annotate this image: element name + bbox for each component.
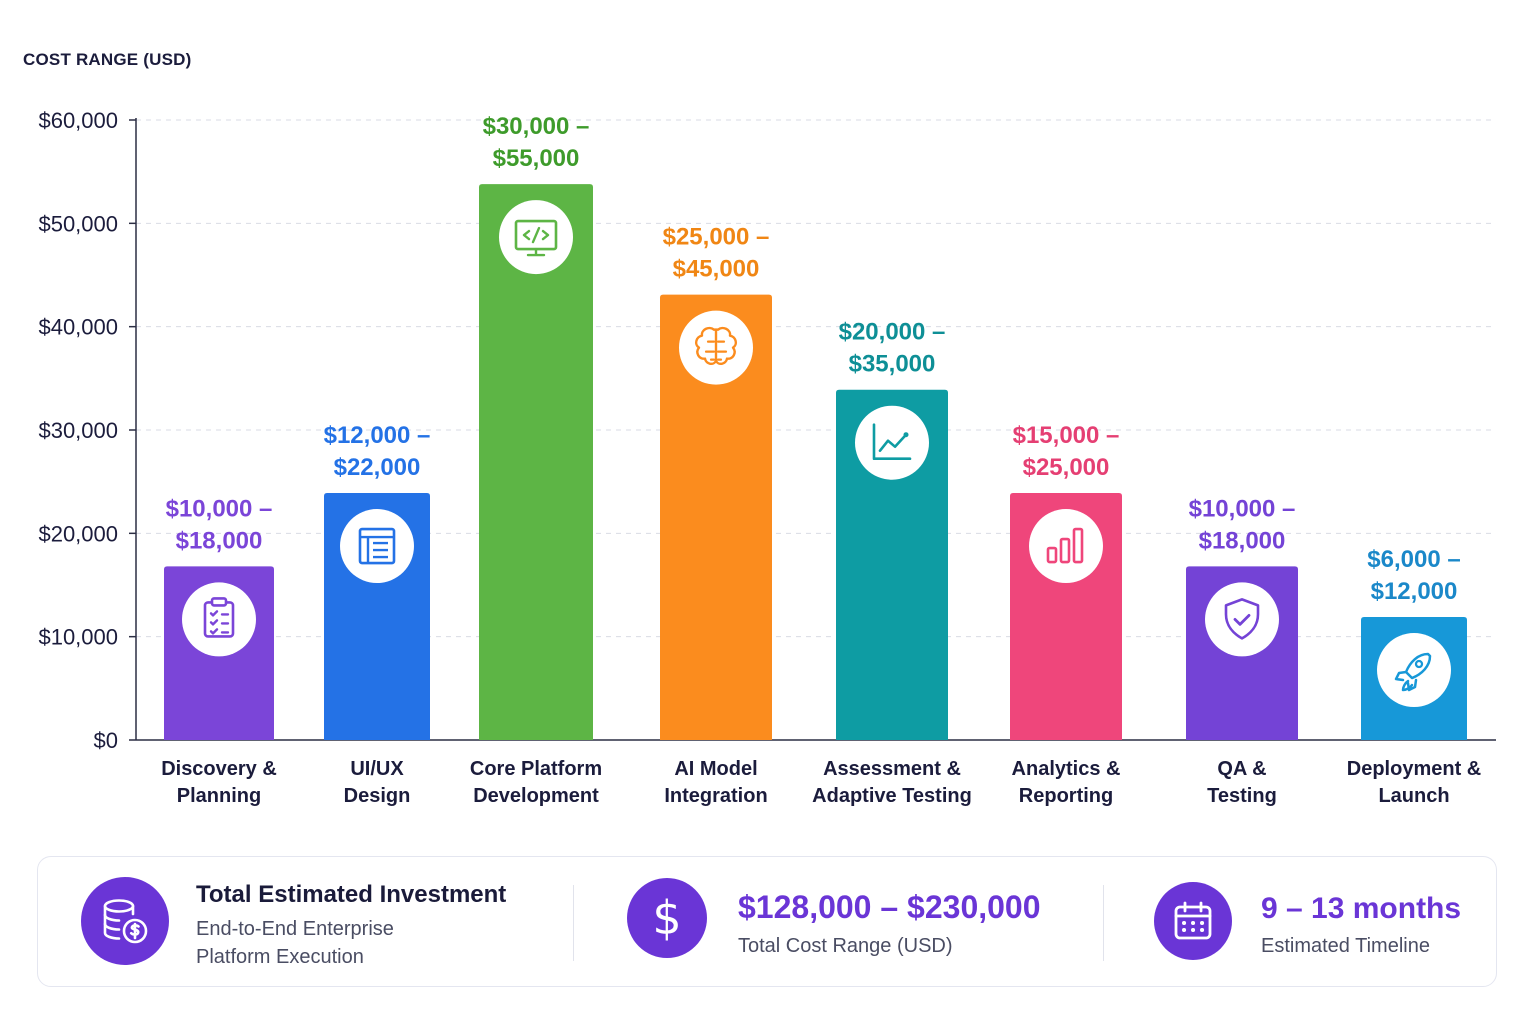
x-category-label: Testing [1207, 785, 1277, 807]
x-category-label: Planning [177, 785, 261, 807]
bar-range-label: $55,000 [493, 145, 580, 172]
timeline-caption: Estimated Timeline [1261, 935, 1430, 957]
total-cost-range: $128,000 – $230,000 [738, 889, 1041, 925]
bar-range-label: $30,000 – [483, 113, 590, 140]
bar-range-label: $20,000 – [839, 319, 946, 346]
x-category-label: UI/UX [350, 758, 404, 780]
shield-check-icon [1205, 582, 1279, 657]
x-category-label: Assessment & [823, 758, 961, 780]
bar-range-label: $12,000 [1371, 578, 1458, 605]
line-chart-icon [855, 405, 929, 480]
rocket-icon [1377, 633, 1451, 708]
x-category-label: Adaptive Testing [812, 785, 972, 807]
coins-dollar-icon [81, 877, 169, 965]
bar-range-label: $10,000 – [1189, 495, 1296, 522]
clipboard-checklist-icon [182, 582, 256, 657]
bar-range-label: $12,000 – [324, 422, 431, 449]
x-category-label: Discovery & [161, 758, 277, 780]
y-tick-label: $40,000 [38, 315, 118, 340]
x-category-label: AI Model [674, 758, 757, 780]
investment-title: Total Estimated Investment [196, 881, 507, 908]
x-category-label: Deployment & [1347, 758, 1481, 780]
bar-range-label: $10,000 – [166, 495, 273, 522]
y-tick-label: $20,000 [38, 521, 118, 546]
dollar-icon: $ [627, 878, 707, 958]
x-category-label: Analytics & [1012, 758, 1121, 780]
bar-range-label: $45,000 [673, 256, 760, 283]
investment-subtitle-line-2: Platform Execution [196, 946, 364, 968]
bar[interactable] [479, 184, 593, 741]
bar-range-label: $6,000 – [1367, 546, 1460, 573]
x-category-label: Design [344, 785, 411, 807]
bar[interactable] [660, 294, 772, 740]
bar-range-label: $35,000 [849, 351, 936, 378]
y-axis-title: COST RANGE (USD) [23, 50, 192, 69]
x-category-label: Development [473, 785, 599, 807]
y-tick-label: $50,000 [38, 211, 118, 236]
divider [1103, 885, 1104, 961]
total-cost-caption: Total Cost Range (USD) [738, 935, 953, 957]
x-category-label: Integration [664, 785, 767, 807]
bar-range-label: $25,000 – [663, 224, 770, 251]
bar-range-label: $15,000 – [1013, 422, 1120, 449]
y-tick-label: $30,000 [38, 418, 118, 443]
y-tick-label: $10,000 [38, 625, 118, 650]
monitor-code-icon [499, 200, 573, 275]
timeline-value: 9 – 13 months [1261, 892, 1462, 925]
investment-subtitle-line-1: End-to-End Enterprise [196, 918, 394, 940]
calendar-icon [1154, 882, 1232, 960]
x-category-label: Core Platform [470, 758, 602, 780]
x-category-label: Reporting [1019, 785, 1113, 807]
bar-range-label: $22,000 [334, 454, 421, 481]
bar-range-label: $18,000 [1199, 527, 1286, 554]
bar[interactable] [836, 389, 948, 740]
x-category-label: Launch [1378, 785, 1449, 807]
summary-card: Total Estimated Investment End-to-End En… [37, 856, 1497, 987]
y-tick-label: $0 [94, 728, 118, 753]
y-tick-label: $60,000 [38, 108, 118, 133]
layout-wireframe-icon [340, 509, 414, 584]
x-category-label: QA & [1217, 758, 1266, 780]
bar-chart-icon [1029, 509, 1103, 584]
bar-range-label: $25,000 [1023, 454, 1110, 481]
divider [573, 885, 574, 961]
bar-range-label: $18,000 [176, 527, 263, 554]
cost-range-bar-chart: $0 $10,000 $20,000 $30,000 $40,000 $50,000 $60… [38, 108, 1496, 807]
brain-icon [679, 310, 753, 385]
